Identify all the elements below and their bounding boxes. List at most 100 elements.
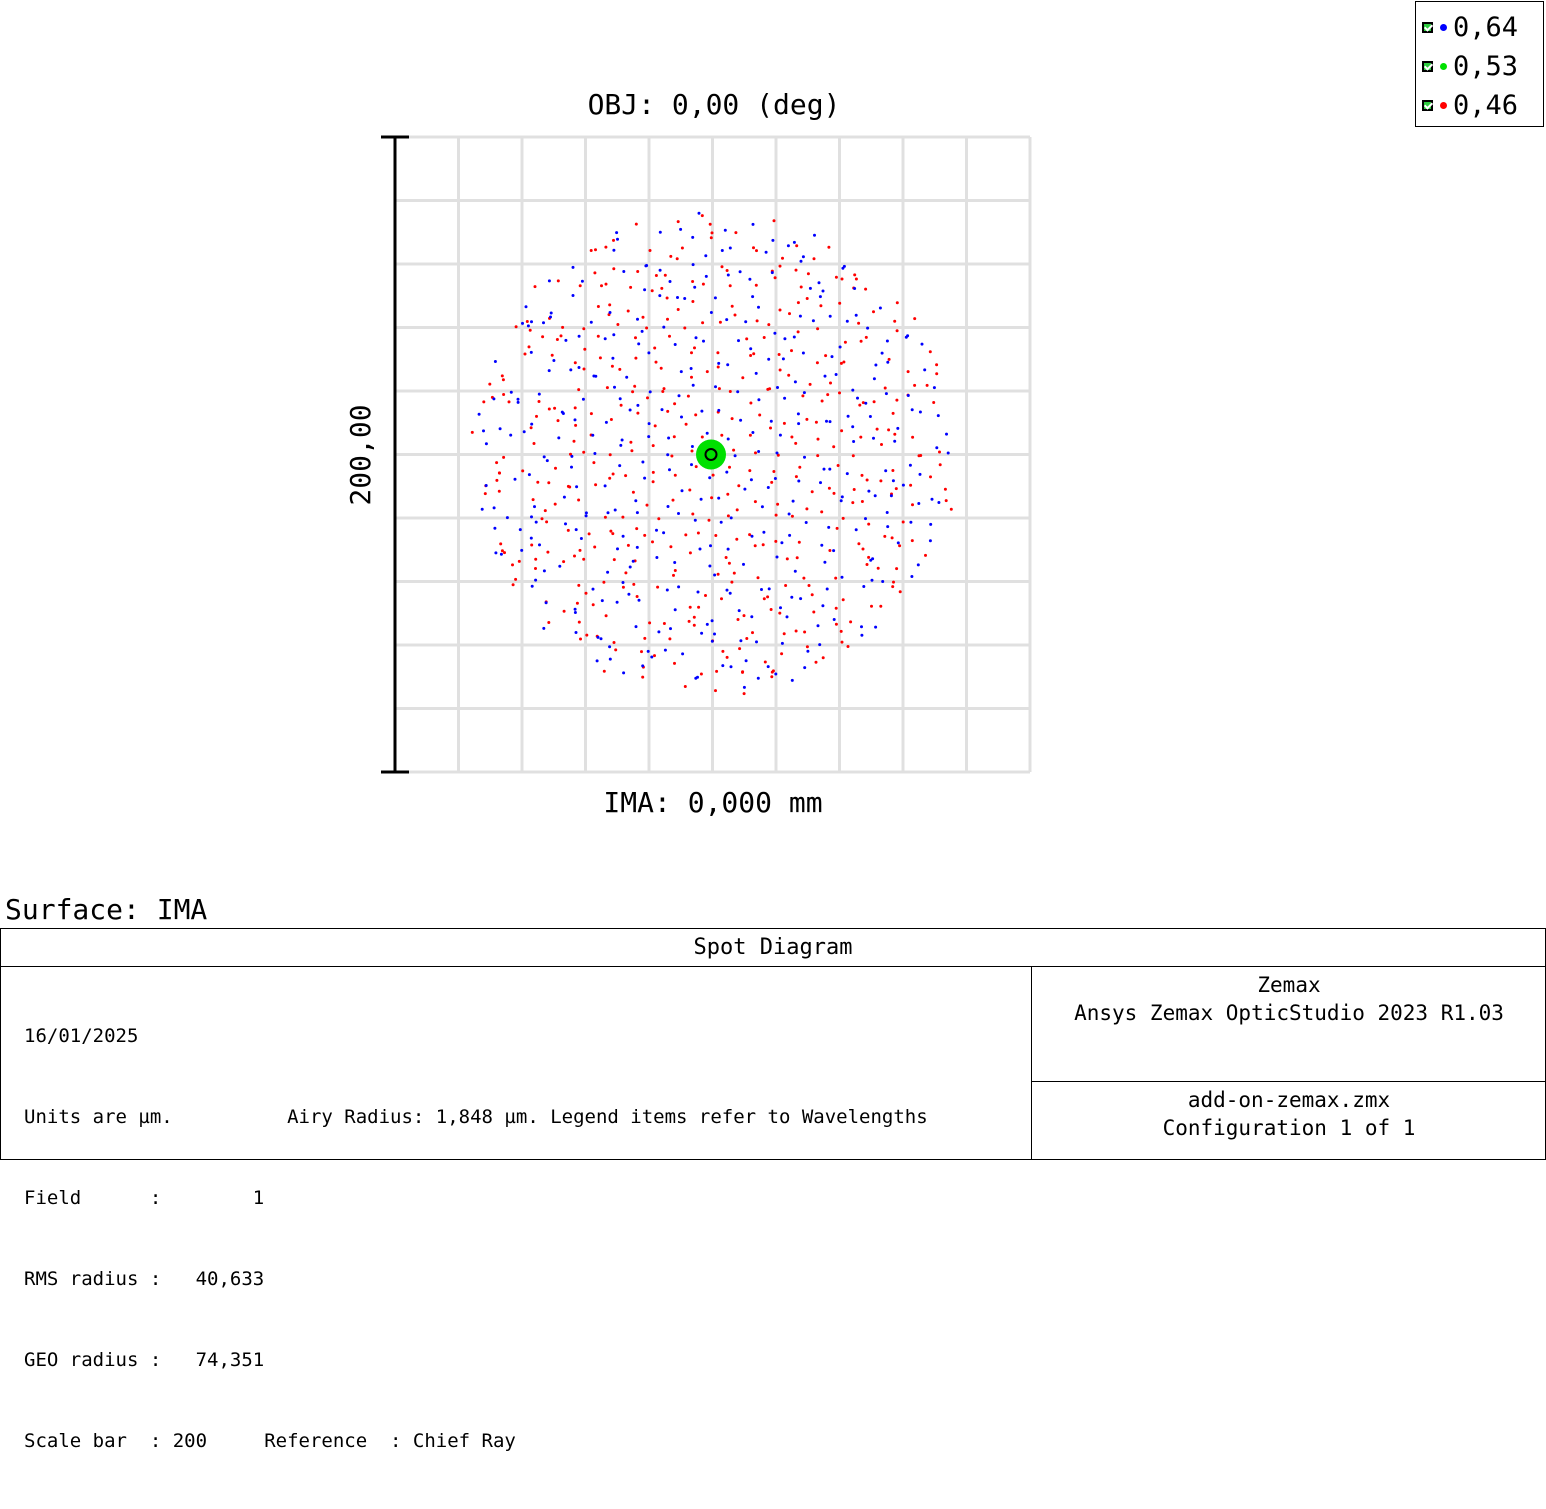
spot-point — [755, 319, 759, 323]
spot-point — [835, 526, 839, 530]
spot-point — [904, 335, 908, 339]
spot-point — [708, 222, 712, 226]
spot-point — [574, 423, 578, 427]
spot-point — [616, 323, 620, 326]
spot-point — [603, 484, 607, 488]
spot-point — [500, 549, 504, 553]
spot-point — [696, 675, 699, 679]
spot-point — [708, 476, 712, 480]
spot-points — [470, 211, 953, 696]
spot-point — [710, 639, 714, 643]
spot-point — [744, 659, 748, 663]
spot-point — [937, 501, 941, 504]
spot-point — [530, 515, 533, 519]
spot-point — [755, 640, 758, 644]
spot-point — [547, 369, 551, 373]
spot-point — [735, 537, 739, 541]
spot-point — [841, 598, 845, 602]
spot-point — [810, 490, 814, 494]
spot-point — [814, 420, 818, 424]
spot-point — [763, 660, 767, 664]
spot-point — [533, 285, 537, 289]
legend-item[interactable]: 0,64 — [1422, 10, 1518, 44]
spot-point — [860, 473, 864, 477]
spot-point — [811, 319, 815, 323]
spot-point — [525, 320, 529, 323]
spot-point — [575, 485, 579, 489]
legend-item[interactable]: 0,46 — [1422, 88, 1518, 122]
spot-point — [928, 539, 932, 543]
spot-point — [894, 487, 898, 491]
spot-point — [717, 496, 721, 500]
spot-point — [636, 317, 639, 321]
spot-point — [821, 289, 825, 293]
spot-point — [778, 264, 782, 268]
spot-point — [582, 450, 586, 454]
spot-point — [651, 540, 654, 544]
spot-point — [669, 254, 673, 258]
spot-point — [614, 648, 618, 652]
spot-point — [544, 601, 548, 605]
spot-point — [647, 351, 651, 355]
spot-point — [709, 311, 713, 314]
spot-point — [879, 604, 883, 608]
spot-point — [898, 590, 902, 594]
spot-point — [713, 573, 717, 577]
spot-point — [757, 450, 761, 453]
spot-point — [709, 544, 712, 548]
spot-point — [916, 563, 920, 567]
spot-point — [728, 390, 732, 393]
spot-point — [514, 325, 518, 329]
spot-point — [799, 285, 803, 289]
legend-checkbox-icon[interactable] — [1422, 99, 1433, 111]
spot-point — [668, 334, 671, 338]
spot-point — [778, 308, 782, 312]
spot-point — [636, 411, 640, 415]
legend-checkbox-icon[interactable] — [1422, 60, 1433, 72]
spot-point — [757, 398, 761, 402]
spot-point — [832, 618, 836, 621]
spot-point — [782, 632, 786, 636]
spot-point — [699, 497, 703, 501]
spot-point — [790, 349, 793, 353]
spot-point — [754, 283, 758, 287]
spot-point — [796, 301, 800, 305]
legend-item[interactable]: 0,53 — [1422, 49, 1518, 83]
spot-point — [484, 442, 488, 446]
spot-point — [860, 500, 864, 503]
spot-point — [787, 373, 791, 377]
spot-point — [621, 534, 625, 538]
spot-point — [742, 614, 746, 618]
spot-point — [764, 250, 768, 254]
spot-point — [823, 374, 827, 378]
spot-point — [797, 422, 801, 426]
info-details: 16/01/2025 Units are µm. Airy Radius: 1,… — [24, 969, 928, 1509]
spot-point — [556, 279, 560, 283]
spot-point — [618, 367, 622, 371]
spot-point — [733, 313, 737, 317]
spot-point — [773, 276, 777, 280]
spot-point — [591, 433, 595, 437]
spot-point — [721, 664, 725, 668]
spot-point — [767, 323, 771, 327]
spot-point — [654, 274, 658, 277]
spot-point — [720, 597, 723, 601]
spot-point — [715, 669, 719, 673]
spot-point — [801, 255, 805, 259]
legend-checkbox-icon[interactable] — [1422, 21, 1433, 33]
spot-point — [615, 600, 619, 604]
spot-point — [721, 649, 725, 653]
spot-point — [720, 265, 724, 269]
spot-point — [686, 394, 690, 398]
spot-point — [536, 480, 540, 484]
spot-point — [470, 430, 474, 434]
spot-point — [838, 301, 842, 305]
spot-point — [797, 479, 801, 483]
spot-point — [853, 287, 857, 290]
spot-point — [647, 435, 651, 439]
spot-point — [556, 419, 560, 423]
spot-point — [641, 315, 645, 319]
spot-point — [640, 329, 644, 333]
spot-point — [929, 475, 932, 479]
spot-point — [668, 280, 672, 283]
